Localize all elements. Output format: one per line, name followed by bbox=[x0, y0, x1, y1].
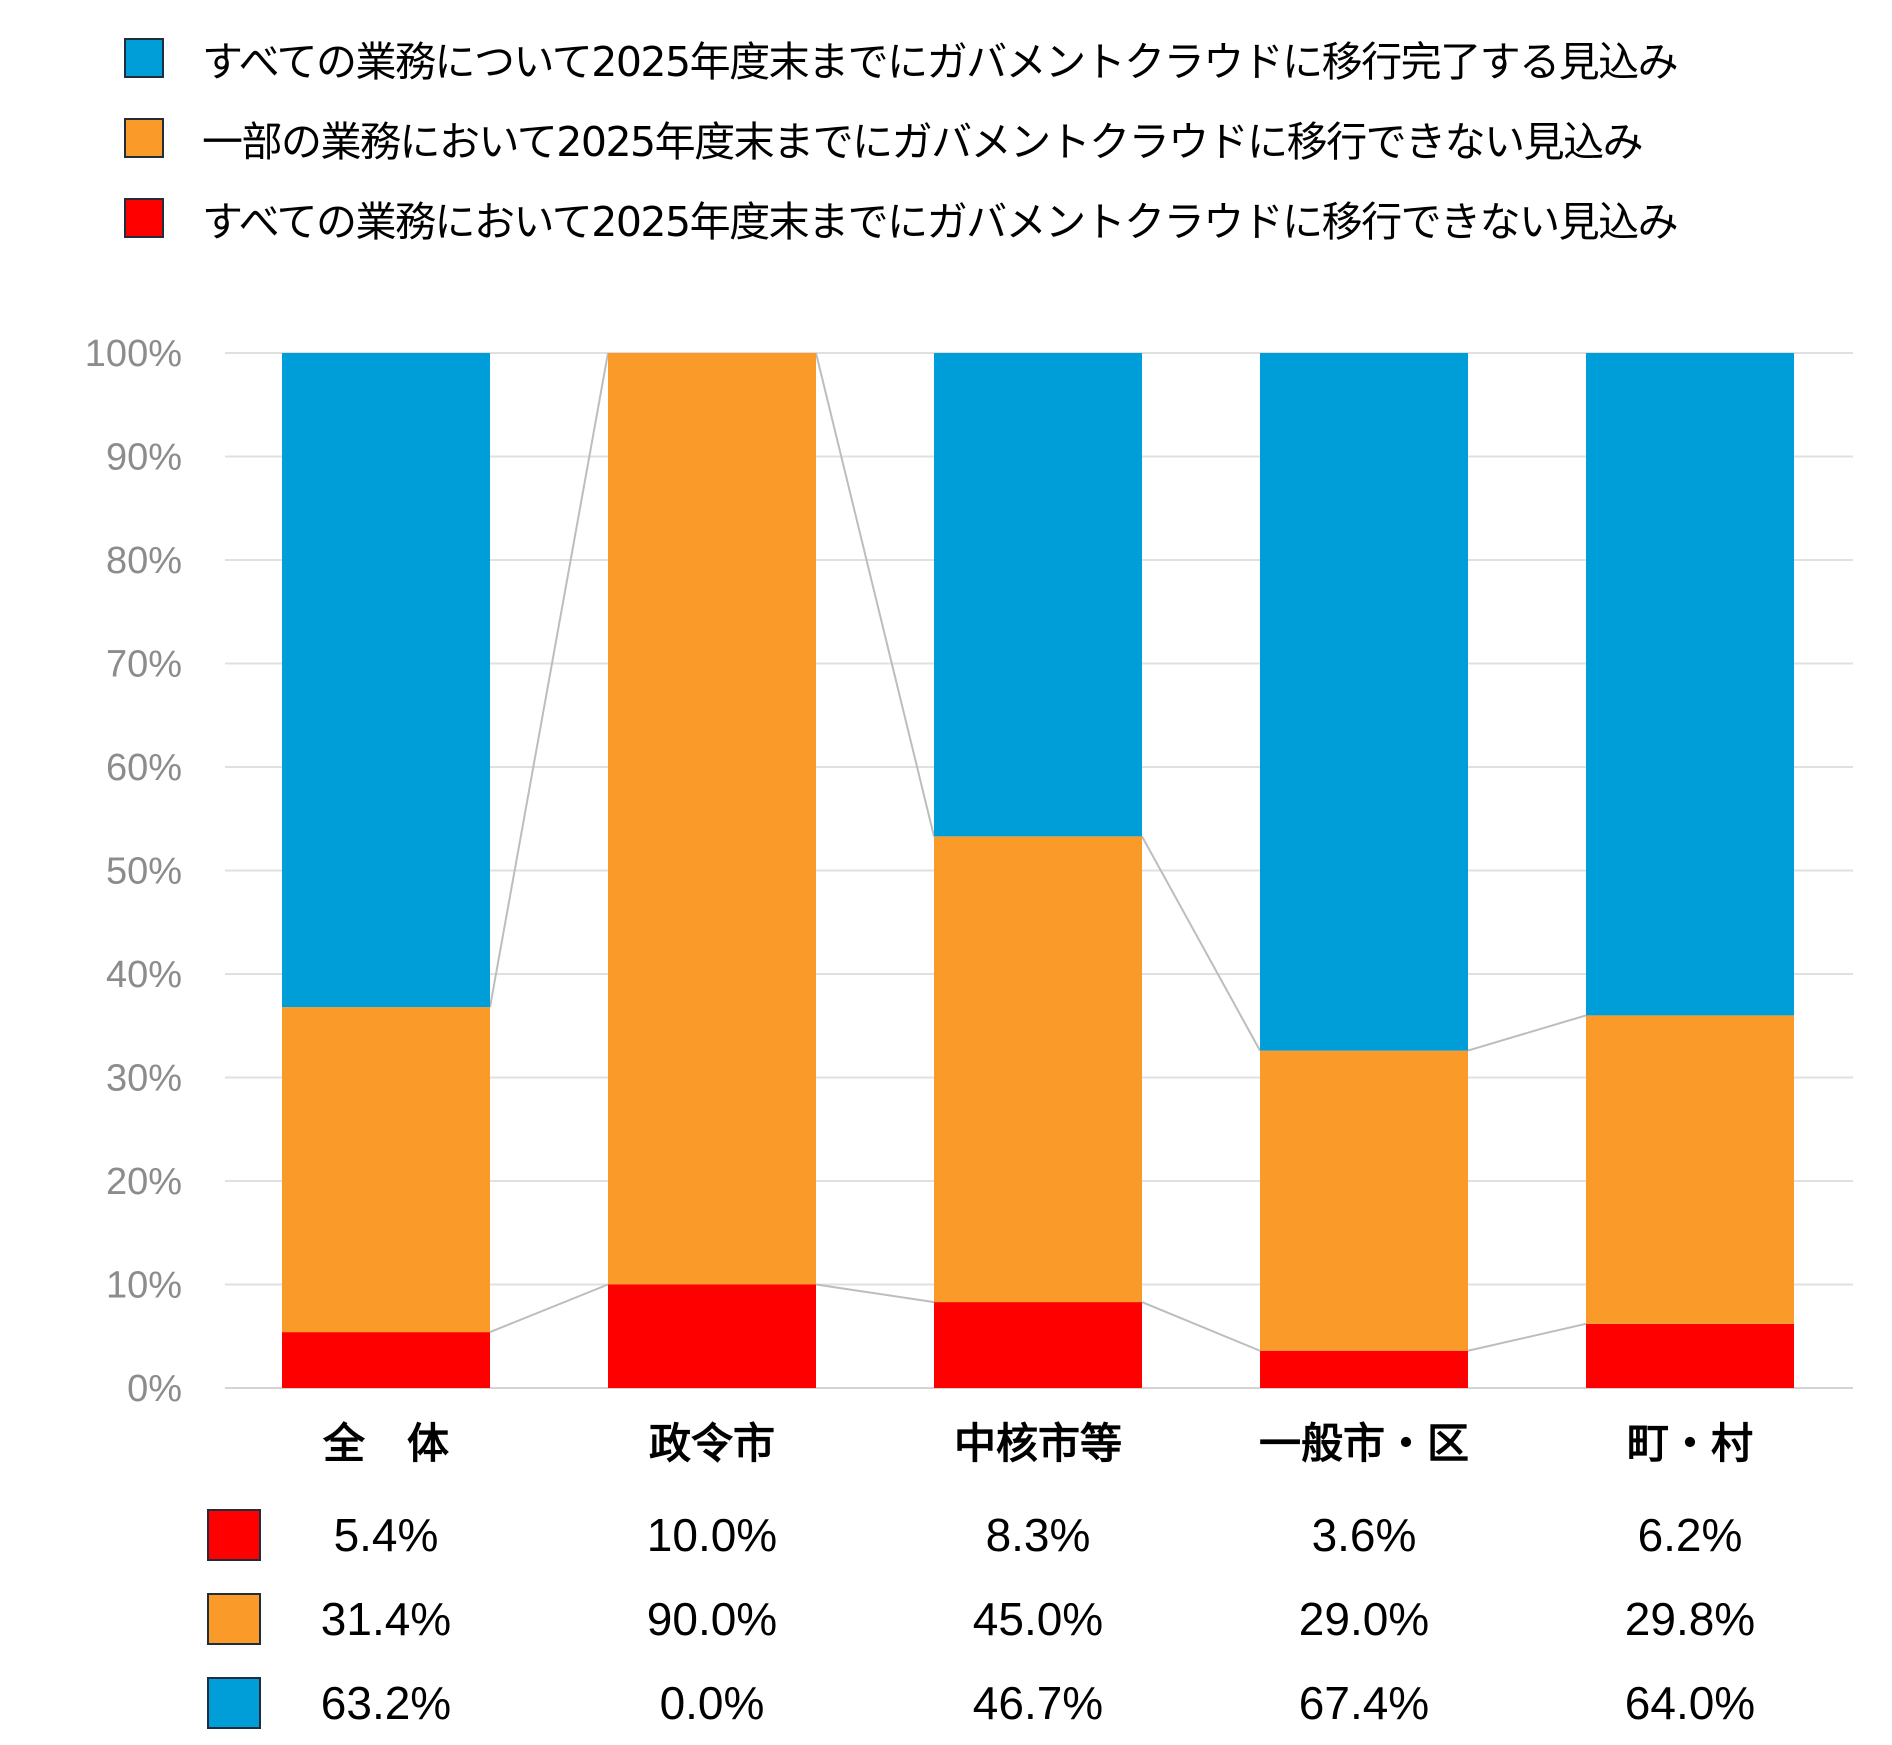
series-line bbox=[1141, 835, 1261, 1052]
category-label: 一般市・区 bbox=[1259, 1419, 1469, 1468]
table-value: 29.8% bbox=[1625, 1593, 1755, 1645]
table-value: 3.6% bbox=[1312, 1509, 1417, 1561]
bars bbox=[282, 353, 1794, 1388]
legend-swatch bbox=[124, 198, 164, 238]
legend-label: すべての業務において2025年度末までにガバメントクラウドに移行できない見込み bbox=[202, 198, 1679, 246]
data-table: 5.4% 10.0% 8.3% 3.6% 6.2% 31.4% 90.0% 45.0% 29.0… bbox=[207, 1509, 1755, 1729]
table-value: 8.3% bbox=[986, 1509, 1091, 1561]
category-label: 全 体 bbox=[322, 1419, 449, 1468]
table-value: 29.0% bbox=[1299, 1593, 1429, 1645]
table-value: 0.0% bbox=[660, 1677, 765, 1729]
legend-item: すべての業務について2025年度末までにガバメントクラウドに移行完了する見込み bbox=[124, 18, 1679, 98]
bar-segment bbox=[1586, 1323, 1794, 1388]
bar-segment bbox=[1586, 353, 1794, 1016]
legend-swatch bbox=[124, 118, 164, 158]
series-line bbox=[1467, 1014, 1587, 1052]
category-label: 町・村 bbox=[1627, 1419, 1753, 1468]
legend-swatch bbox=[124, 38, 164, 78]
table-value: 67.4% bbox=[1299, 1677, 1429, 1729]
bar-segment bbox=[282, 1332, 490, 1388]
table-swatch bbox=[207, 1509, 261, 1561]
bar-segment bbox=[1260, 353, 1468, 1051]
series-line bbox=[815, 1283, 935, 1304]
series-lines bbox=[489, 352, 1587, 1352]
bar-segment bbox=[1586, 1015, 1794, 1324]
series-line bbox=[489, 1283, 609, 1334]
table-value: 6.2% bbox=[1638, 1509, 1743, 1561]
bar-segment bbox=[934, 1302, 1142, 1388]
series-line bbox=[1141, 1301, 1261, 1352]
y-tick-label: 10% bbox=[106, 1265, 182, 1307]
legend-item: 一部の業務において2025年度末までにガバメントクラウドに移行できない見込み bbox=[124, 98, 1677, 178]
y-tick-label: 50% bbox=[106, 851, 182, 893]
y-tick-label: 70% bbox=[106, 644, 182, 686]
bar-segment bbox=[608, 1284, 816, 1388]
y-tick-label: 40% bbox=[106, 954, 182, 996]
table-value: 10.0% bbox=[647, 1509, 777, 1561]
y-tick-label: 30% bbox=[106, 1058, 182, 1100]
y-tick-label: 20% bbox=[106, 1161, 182, 1203]
y-tick-label: 0% bbox=[127, 1368, 182, 1410]
bar-segment bbox=[608, 353, 816, 1285]
table-value: 5.4% bbox=[334, 1509, 439, 1561]
bar-segment bbox=[934, 836, 1142, 1303]
legend-label: 一部の業務において2025年度末までにガバメントクラウドに移行できない見込み bbox=[202, 118, 1644, 166]
category-label: 中核市等 bbox=[954, 1419, 1122, 1468]
series-line bbox=[489, 352, 609, 1008]
table-value: 31.4% bbox=[321, 1593, 451, 1645]
bar-segment bbox=[1260, 1050, 1468, 1351]
series-line bbox=[1467, 1322, 1587, 1352]
legend: すべての業務について2025年度末までにガバメントクラウドに移行完了する見込み一… bbox=[124, 18, 1679, 258]
bar-segment bbox=[934, 353, 1142, 837]
category-label: 政令市 bbox=[649, 1419, 775, 1468]
table-value: 90.0% bbox=[647, 1593, 777, 1645]
bar-segment bbox=[1260, 1350, 1468, 1388]
bar-segment bbox=[282, 1007, 490, 1333]
table-swatch bbox=[207, 1677, 261, 1729]
table-value: 63.2% bbox=[321, 1677, 451, 1729]
y-axis-ticks: 0% 10% 20% 30% 40% 50% 60% 70% 80% 90% 100% bbox=[85, 333, 182, 1410]
series-line bbox=[815, 352, 935, 837]
y-tick-label: 90% bbox=[106, 437, 182, 479]
table-value: 46.7% bbox=[973, 1677, 1103, 1729]
y-tick-label: 60% bbox=[106, 747, 182, 789]
y-tick-label: 80% bbox=[106, 540, 182, 582]
table-value: 45.0% bbox=[973, 1593, 1103, 1645]
table-value: 64.0% bbox=[1625, 1677, 1755, 1729]
legend-label: すべての業務について2025年度末までにガバメントクラウドに移行完了する見込み bbox=[202, 38, 1679, 86]
bar-segment bbox=[282, 353, 490, 1008]
table-swatch bbox=[207, 1593, 261, 1645]
legend-item: すべての業務において2025年度末までにガバメントクラウドに移行できない見込み bbox=[124, 178, 1679, 258]
y-tick-label: 100% bbox=[85, 333, 182, 375]
x-axis-categories: 全 体 政令市 中核市等 一般市・区 町・村 bbox=[322, 1419, 1753, 1468]
